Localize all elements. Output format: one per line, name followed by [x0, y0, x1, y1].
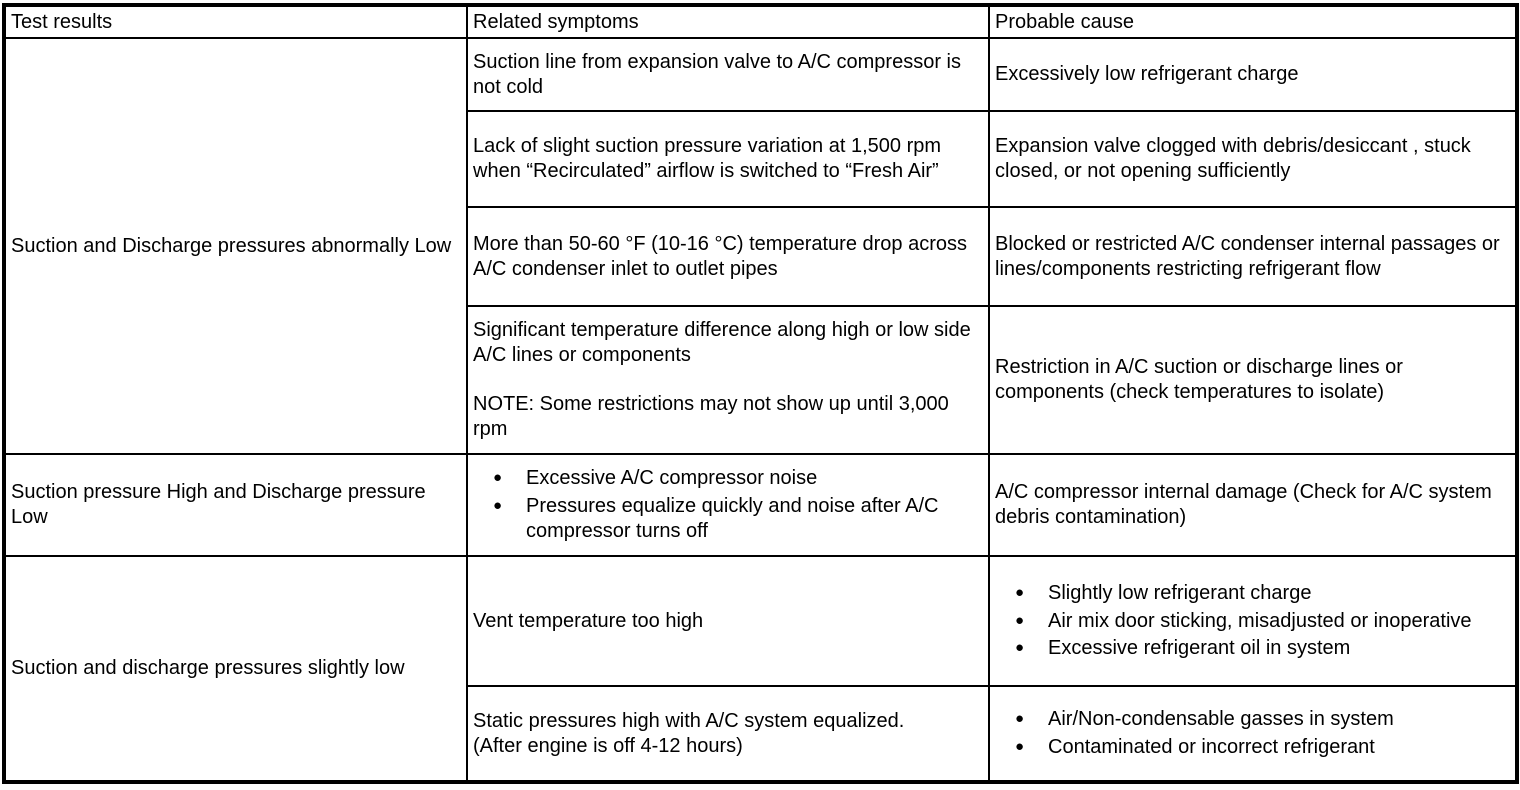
symptom-text: Excessive A/C compressor noise [526, 467, 818, 490]
symptom-text: Lack of slight suction pressure variatio… [473, 135, 942, 182]
symptom-cell: Lack of slight suction pressure variatio… [466, 110, 990, 208]
symptom-bullet: ● Excessive A/C compressor noise [473, 466, 983, 491]
symptom-text: Pressures equalize quickly and noise aft… [526, 495, 939, 542]
bullet-icon: ● [1015, 738, 1025, 755]
col-header-related-symptoms: Related symptoms [466, 4, 990, 39]
symptom-bullet-list: ● Excessive A/C compressor noise ● Press… [473, 466, 983, 543]
cause-text: A/C compressor internal damage (Check fo… [995, 481, 1492, 528]
cause-bullet-list: ● Air/Non-condensable gasses in system ●… [995, 707, 1510, 760]
test-result-cell: Suction and discharge pressures slightly… [3, 555, 468, 783]
symptom-text: Vent temperature too high [473, 609, 704, 632]
cause-bullet-list: ● Slightly low refrigerant charge ● Air … [995, 581, 1510, 661]
col-header-test-results: Test results [3, 4, 468, 39]
cause-text: Blocked or restricted A/C condenser inte… [995, 232, 1500, 280]
symptom-cell: Static pressures high with A/C system eq… [466, 685, 990, 783]
table-row: Static pressures high with A/C system eq… [4, 685, 1518, 783]
table-row: Significant temperature difference along… [4, 305, 1518, 455]
cause-text: Excessive refrigerant oil in system [1048, 637, 1351, 660]
cause-bullet: ● Slightly low refrigerant charge [995, 581, 1510, 606]
cause-text: Air/Non-condensable gasses in system [1048, 708, 1394, 731]
symptom-cell: ● Excessive A/C compressor noise ● Press… [466, 453, 990, 557]
table-row: Suction and discharge pressures slightly… [3, 555, 1518, 783]
cause-text: Expansion valve clogged with debris/desi… [995, 135, 1471, 182]
symptom-text: More than 50-60 °F (10-16 °C) temperatur… [473, 232, 967, 280]
test-result-text: Suction and Discharge pressures abnormal… [11, 234, 452, 257]
cause-text: Excessively low refrigerant charge [995, 63, 1299, 86]
symptom-cell: Vent temperature too high [466, 555, 990, 687]
col-header-probable-cause: Probable cause [988, 4, 1518, 39]
bullet-icon: ● [493, 469, 503, 487]
bullet-icon: ● [1015, 639, 1025, 657]
cause-text: Restriction in A/C suction or discharge … [995, 356, 1403, 403]
bullet-icon: ● [1015, 611, 1025, 629]
cause-text: Contaminated or incorrect refrigerant [1048, 736, 1375, 758]
symptom-cell: More than 50-60 °F (10-16 °C) temperatur… [466, 206, 990, 307]
table-row: More than 50-60 °F (10-16 °C) temperatur… [4, 206, 1518, 307]
symptom-bullet: ● Pressures equalize quickly and noise a… [473, 494, 983, 544]
header-row: Test results Related symptoms Probable c… [3, 4, 1518, 39]
symptom-cell: Suction line from expansion valve to A/C… [466, 37, 990, 112]
cause-text: Slightly low refrigerant charge [1048, 581, 1312, 604]
symptom-text: Static pressures high with A/C system eq… [473, 709, 905, 757]
bullet-icon: ● [1015, 710, 1025, 728]
table-row: Suction and Discharge pressures abnormal… [3, 37, 1518, 455]
test-result-text: Suction and discharge pressures slightly… [11, 657, 405, 680]
symptom-note-text: Significant temperature difference along… [473, 319, 971, 441]
cause-cell: Expansion valve clogged with debris/desi… [988, 110, 1518, 208]
bullet-icon: ● [1015, 583, 1025, 601]
cause-bullet: ● Contaminated or incorrect refrigerant [995, 735, 1510, 760]
ac-diagnosis-table: Test results Related symptoms Probable c… [2, 3, 1519, 784]
cause-bullet: ● Excessive refrigerant oil in system [995, 636, 1510, 661]
test-result-cell: Suction and Discharge pressures abnormal… [3, 37, 468, 455]
cause-text: Air mix door sticking, misadjusted or in… [1048, 609, 1472, 632]
table-row: Lack of slight suction pressure variatio… [4, 110, 1518, 208]
table-row: Suction pressure High and Discharge pres… [3, 453, 1518, 557]
cause-cell: Blocked or restricted A/C condenser inte… [988, 206, 1518, 307]
cause-bullet: ● Air/Non-condensable gasses in system [995, 707, 1510, 732]
bullet-icon: ● [493, 497, 503, 515]
symptom-cell: Significant temperature difference along… [466, 305, 990, 455]
cause-cell: Excessively low refrigerant charge [988, 37, 1518, 112]
test-result-cell: Suction pressure High and Discharge pres… [3, 453, 468, 557]
symptom-text: Suction line from expansion valve to A/C… [473, 50, 961, 98]
cause-cell: Restriction in A/C suction or discharge … [988, 305, 1518, 455]
cause-bullet: ● Air mix door sticking, misadjusted or … [995, 609, 1510, 634]
cause-cell: ● Air/Non-condensable gasses in system ●… [988, 685, 1518, 783]
cause-cell: ● Slightly low refrigerant charge ● Air … [988, 555, 1518, 687]
test-result-text: Suction pressure High and Discharge pres… [11, 481, 426, 528]
cause-cell: A/C compressor internal damage (Check fo… [988, 453, 1518, 557]
